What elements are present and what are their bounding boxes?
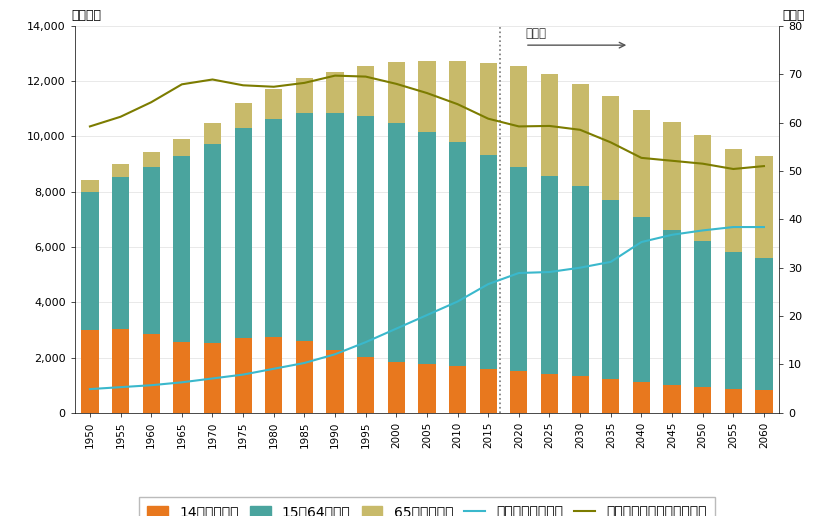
Bar xyxy=(479,369,496,413)
Bar xyxy=(204,343,221,413)
Bar xyxy=(142,334,160,413)
Bar xyxy=(632,217,649,382)
Bar xyxy=(112,329,129,413)
Bar xyxy=(173,342,190,413)
Bar xyxy=(142,152,160,167)
Bar xyxy=(204,144,221,343)
Bar xyxy=(662,122,680,230)
Bar xyxy=(388,123,404,362)
Bar xyxy=(540,374,557,413)
Bar xyxy=(724,389,741,413)
Bar xyxy=(632,110,649,217)
Bar xyxy=(570,186,588,376)
Bar xyxy=(479,155,496,369)
Bar xyxy=(296,113,313,341)
Bar xyxy=(418,132,435,364)
Bar xyxy=(418,364,435,413)
Bar xyxy=(326,350,343,413)
Bar xyxy=(173,156,190,342)
Bar xyxy=(754,390,772,413)
Bar xyxy=(357,66,373,116)
Bar xyxy=(112,164,129,177)
Bar xyxy=(601,96,619,200)
Bar xyxy=(265,89,282,119)
Bar xyxy=(296,341,313,413)
Bar xyxy=(234,128,252,337)
Bar xyxy=(265,337,282,413)
Bar xyxy=(204,123,221,144)
Bar xyxy=(326,113,343,350)
Bar xyxy=(265,119,282,337)
Text: （％）: （％） xyxy=(782,9,804,22)
Bar xyxy=(449,142,465,366)
Bar xyxy=(173,139,190,156)
Bar xyxy=(234,104,252,128)
Bar xyxy=(662,230,680,385)
Bar xyxy=(754,156,772,257)
Bar xyxy=(326,72,343,113)
Legend: 14歳以下人口, 15～64歳人口, 65歳以上人口, 高齢化率（右軸）, 生産年齢人口割合（右軸）: 14歳以下人口, 15～64歳人口, 65歳以上人口, 高齢化率（右軸）, 生産… xyxy=(139,497,714,516)
Bar xyxy=(693,135,710,241)
Bar xyxy=(142,167,160,334)
Bar xyxy=(81,180,99,192)
Bar xyxy=(540,176,557,374)
Bar xyxy=(510,371,527,413)
Bar xyxy=(601,200,619,379)
Bar xyxy=(510,67,527,167)
Text: （万人）: （万人） xyxy=(71,9,101,22)
Bar xyxy=(418,60,435,132)
Bar xyxy=(388,62,404,123)
Bar xyxy=(296,78,313,113)
Bar xyxy=(754,257,772,390)
Bar xyxy=(693,387,710,413)
Bar xyxy=(601,379,619,413)
Bar xyxy=(632,382,649,413)
Bar xyxy=(357,116,373,358)
Bar xyxy=(479,62,496,155)
Bar xyxy=(449,61,465,142)
Bar xyxy=(570,376,588,413)
Bar xyxy=(570,84,588,186)
Bar xyxy=(724,149,741,252)
Bar xyxy=(449,366,465,413)
Bar xyxy=(81,192,99,330)
Bar xyxy=(693,241,710,387)
Bar xyxy=(112,177,129,329)
Bar xyxy=(662,385,680,413)
Bar xyxy=(357,358,373,413)
Bar xyxy=(388,362,404,413)
Text: 予測値: 予測値 xyxy=(524,27,546,40)
Bar xyxy=(724,252,741,389)
Bar xyxy=(234,337,252,413)
Bar xyxy=(510,167,527,371)
Bar xyxy=(81,330,99,413)
Bar xyxy=(540,74,557,176)
